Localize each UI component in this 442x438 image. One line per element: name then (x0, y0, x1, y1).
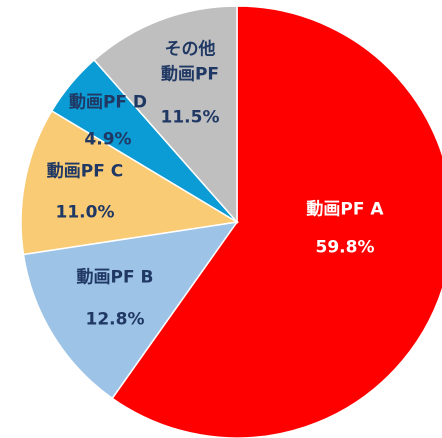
slice-label: 動画PF A (306, 199, 384, 220)
slice-label: 動画PF B (76, 267, 154, 288)
slice-value-label: 59.8% (315, 237, 375, 258)
slice-value-label: 4.9% (84, 129, 132, 150)
pie-slice (22, 220, 239, 400)
slice-label: 動画PF C (46, 161, 124, 182)
pie-slice (93, 5, 238, 224)
slice-label: 動画PF D (68, 92, 148, 113)
pie-slice (20, 109, 240, 256)
slice-value-label: 11.5% (160, 107, 220, 128)
slice-value-label: 12.8% (85, 309, 145, 330)
slice-label: その他 動画PF (160, 39, 220, 84)
slice-value-label: 11.0% (55, 202, 115, 223)
